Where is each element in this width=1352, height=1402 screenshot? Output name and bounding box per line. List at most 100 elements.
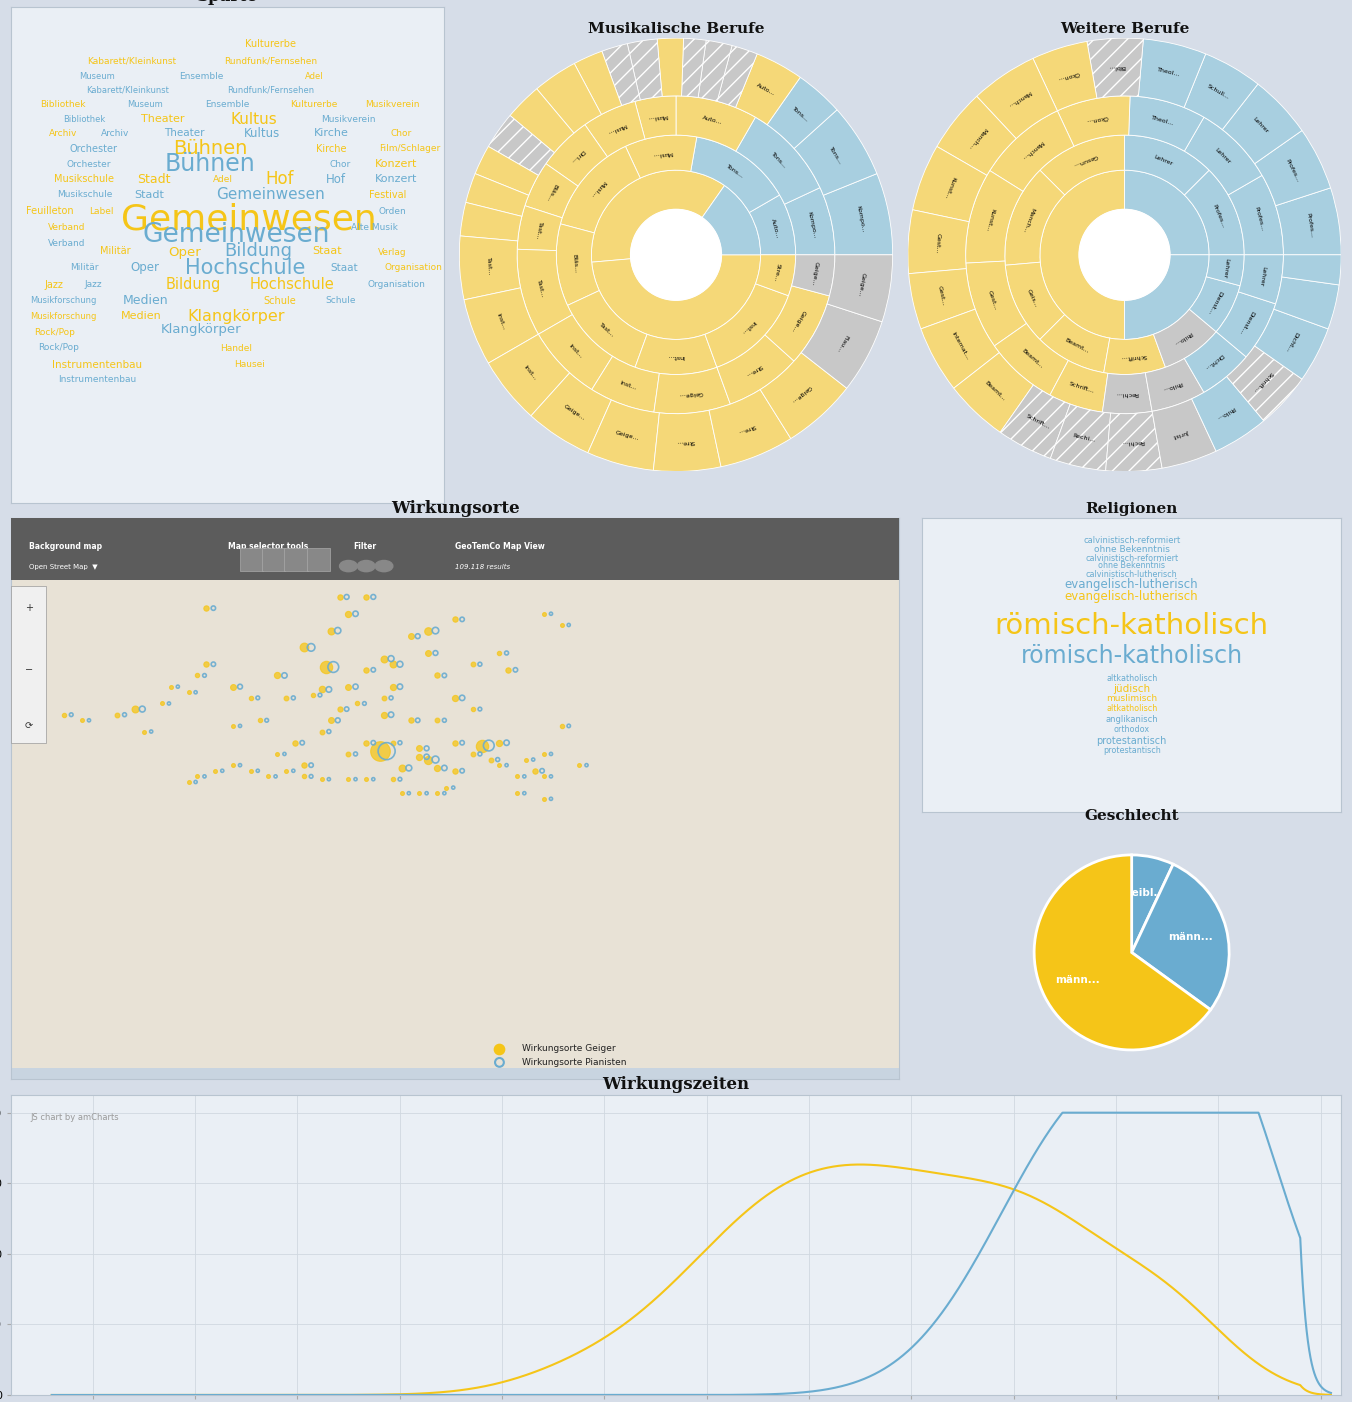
Text: Rock/Pop: Rock/Pop: [38, 343, 78, 352]
Point: [369, 740, 391, 763]
Point: [185, 681, 207, 704]
Point: [462, 698, 484, 721]
Point: [479, 735, 500, 757]
Wedge shape: [475, 146, 538, 195]
Point: [533, 603, 554, 625]
Point: [470, 735, 492, 757]
Wedge shape: [465, 174, 529, 216]
Point: [373, 648, 395, 670]
Text: evangelisch-lutherisch: evangelisch-lutherisch: [1065, 578, 1198, 592]
Point: [498, 659, 519, 681]
Point: [452, 608, 473, 631]
Text: Hof: Hof: [265, 171, 293, 188]
Wedge shape: [702, 185, 761, 255]
Text: Ökon...: Ökon...: [1057, 70, 1079, 81]
Point: [230, 676, 251, 698]
Point: [550, 715, 572, 737]
Wedge shape: [760, 353, 846, 439]
Text: Bläs...: Bläs...: [545, 184, 558, 202]
Wedge shape: [708, 390, 791, 467]
Text: Geige...: Geige...: [791, 310, 806, 334]
Point: [383, 653, 404, 676]
Text: weibl...: weibl...: [1124, 889, 1167, 899]
Wedge shape: [756, 255, 796, 296]
Point: [222, 676, 243, 698]
Point: [230, 715, 251, 737]
Text: Stadt: Stadt: [137, 172, 170, 186]
Point: [445, 760, 466, 782]
Point: [338, 676, 360, 698]
Point: [141, 721, 162, 743]
Point: [376, 740, 397, 763]
Text: Adel: Adel: [304, 72, 323, 81]
Text: Rechi...: Rechi...: [1121, 439, 1144, 446]
Text: altkatholisch: altkatholisch: [1106, 674, 1157, 683]
Text: Dienst...: Dienst...: [1238, 310, 1255, 335]
Wedge shape: [525, 164, 577, 217]
Point: [265, 765, 287, 788]
Text: Open Street Map  ▼: Open Street Map ▼: [28, 564, 97, 569]
Point: [533, 743, 554, 765]
Text: Tons...: Tons...: [725, 164, 744, 179]
Point: [193, 665, 215, 687]
Wedge shape: [1000, 386, 1071, 458]
Point: [318, 768, 339, 791]
Point: [160, 676, 181, 698]
Point: [389, 653, 411, 676]
Point: [442, 777, 464, 799]
Point: [514, 782, 535, 805]
Point: [356, 732, 377, 754]
Text: Bibl...: Bibl...: [1107, 64, 1125, 70]
Point: [397, 782, 419, 805]
Text: Geige...: Geige...: [679, 390, 703, 397]
Point: [300, 765, 322, 788]
Text: Bibliothek: Bibliothek: [41, 100, 85, 109]
Point: [533, 788, 554, 810]
Point: [356, 659, 377, 681]
Text: evangelisch-lutherisch: evangelisch-lutherisch: [1065, 590, 1198, 603]
Text: jüdisch: jüdisch: [1113, 684, 1151, 694]
Point: [391, 757, 412, 780]
Circle shape: [357, 561, 375, 572]
Wedge shape: [909, 269, 975, 329]
Text: Musikverein: Musikverein: [322, 115, 376, 123]
Point: [293, 637, 315, 659]
Text: Ökon...: Ökon...: [1086, 114, 1109, 123]
Point: [151, 693, 173, 715]
Wedge shape: [1222, 84, 1302, 164]
Point: [383, 732, 404, 754]
Point: [158, 693, 180, 715]
Title: Musikalische Berufe: Musikalische Berufe: [588, 21, 764, 35]
Point: [469, 698, 491, 721]
Point: [320, 709, 342, 732]
Point: [301, 684, 323, 707]
Text: Oper: Oper: [131, 261, 160, 275]
FancyBboxPatch shape: [241, 548, 264, 571]
Point: [247, 687, 269, 709]
Text: Philo...: Philo...: [1161, 380, 1183, 391]
Wedge shape: [546, 125, 607, 186]
Wedge shape: [749, 195, 796, 255]
Text: Map selector tools: Map selector tools: [228, 543, 308, 551]
Circle shape: [1079, 209, 1169, 300]
Point: [329, 698, 350, 721]
Wedge shape: [1255, 130, 1330, 206]
Text: römisch-katholisch: römisch-katholisch: [995, 611, 1268, 639]
Text: Bühnen: Bühnen: [165, 151, 256, 177]
Text: Kompo...: Kompo...: [856, 205, 865, 233]
Wedge shape: [1138, 39, 1206, 108]
Text: Label: Label: [89, 206, 114, 216]
Text: Instrumentenbau: Instrumentenbau: [53, 360, 142, 370]
Text: Musi...: Musi...: [589, 179, 606, 199]
Text: Theater: Theater: [141, 114, 184, 123]
Wedge shape: [575, 52, 622, 115]
Text: Bibliothek: Bibliothek: [64, 115, 105, 123]
Wedge shape: [1006, 262, 1064, 339]
Point: [78, 709, 100, 732]
Text: Gesun...: Gesun...: [1072, 153, 1098, 168]
Point: [329, 586, 350, 608]
Wedge shape: [560, 146, 641, 233]
Point: [345, 676, 366, 698]
Wedge shape: [990, 111, 1073, 192]
Text: Konzert: Konzert: [376, 174, 418, 185]
